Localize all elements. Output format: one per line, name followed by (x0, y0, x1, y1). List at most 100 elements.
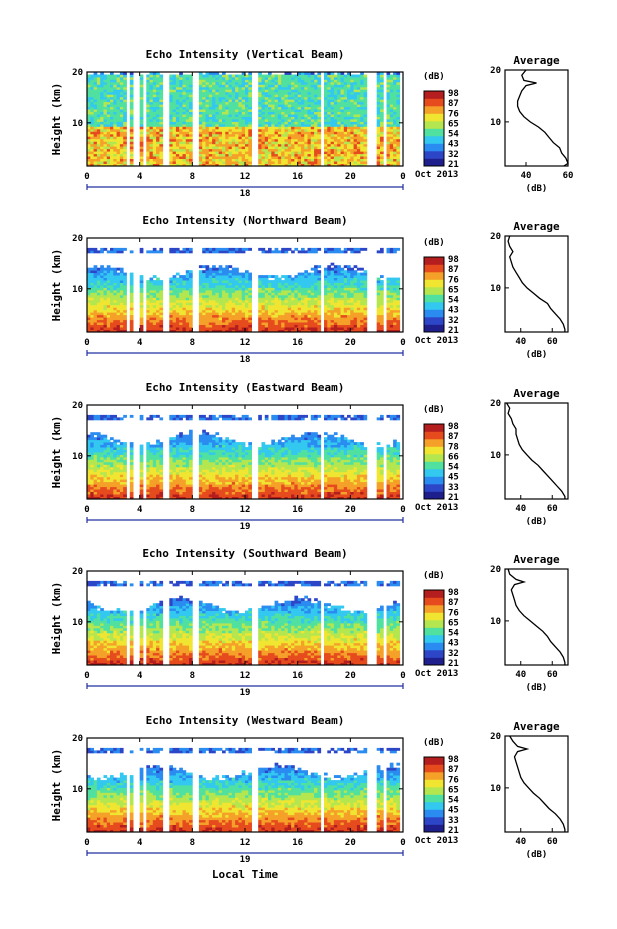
heatmap-cell (228, 272, 233, 276)
heatmap-cell (330, 104, 335, 108)
heatmap-cell (333, 141, 338, 145)
heatmap-cell (258, 299, 262, 303)
heatmap-cell (324, 81, 328, 85)
heatmap-cell (307, 312, 312, 316)
heatmap-cell (106, 302, 111, 306)
heatmap-cell (360, 86, 364, 90)
heatmap-cell (353, 109, 358, 112)
heatmap-cell (87, 89, 91, 93)
heatmap-cell (376, 138, 381, 142)
heatmap-cell (330, 91, 335, 95)
heatmap-cell (235, 267, 239, 271)
heatmap-cell (393, 138, 397, 142)
heatmap-cell (343, 309, 348, 313)
heatmap-cell (156, 138, 160, 142)
heatmap-cell (156, 96, 160, 100)
heatmap-cell (179, 101, 183, 105)
heatmap-cell (222, 319, 226, 323)
heatmap-cell (277, 153, 282, 157)
heatmap-cell (360, 106, 364, 110)
heatmap-cell (301, 292, 305, 296)
heatmap-cell (376, 156, 381, 159)
heatmap-cell (156, 133, 160, 137)
heatmap-cell (241, 146, 246, 150)
heatmap-cell (159, 131, 164, 135)
heatmap-cell (314, 302, 318, 306)
heatmap-cell (205, 141, 210, 145)
heatmap-cell (258, 81, 262, 85)
heatmap-cell (317, 270, 322, 274)
heatmap-cell (156, 86, 160, 90)
heatmap-cell (175, 280, 180, 283)
heatmap-cell (215, 91, 220, 95)
heatmap-cell (228, 275, 233, 278)
heatmap-cell (238, 309, 243, 313)
heatmap-cell (212, 158, 216, 162)
heatmap-cell (245, 247, 249, 251)
heatmap-cell (363, 151, 368, 155)
heatmap-cell (241, 116, 246, 120)
heatmap-cell (297, 307, 302, 311)
heatmap-cell (353, 292, 358, 296)
heatmap-cell (389, 84, 394, 88)
heatmap-cell (106, 91, 111, 95)
heatmap-cell (389, 94, 394, 98)
heatmap-cell (245, 277, 249, 281)
heatmap-cell (248, 272, 252, 276)
heatmap-cell (264, 302, 269, 306)
heatmap-cell (333, 294, 338, 298)
heatmap-cell (324, 302, 328, 306)
heatmap-cell (179, 138, 183, 142)
heatmap-cell (189, 131, 193, 135)
heatmap-cell (356, 280, 361, 283)
heatmap-cell (238, 327, 243, 330)
heatmap-cell (350, 81, 354, 85)
heatmap-cell (149, 299, 154, 303)
heatmap-cell (189, 106, 193, 110)
heatmap-cell (152, 119, 157, 122)
heatmap-cell (304, 307, 308, 311)
heatmap-cell (205, 309, 210, 313)
heatmap-cell (182, 319, 187, 323)
heatmap-cell (172, 327, 177, 330)
heatmap-cell (103, 104, 108, 108)
heatmap-cell (386, 99, 391, 103)
heatmap-cell (268, 96, 272, 100)
heatmap-cell (261, 250, 266, 254)
heatmap-cell (258, 163, 262, 167)
heatmap-cell (123, 116, 127, 120)
heatmap-cell (228, 136, 233, 140)
heatmap-cell (347, 297, 351, 301)
heatmap-cell (129, 297, 134, 301)
heatmap-cell (103, 277, 108, 281)
heatmap-cell (116, 317, 121, 321)
heatmap-cell (393, 114, 397, 117)
heatmap-cell (330, 143, 335, 147)
heatmap-cell (277, 314, 282, 318)
avg-y-tick-label: 20 (490, 66, 501, 76)
heatmap-cell (110, 289, 114, 293)
heatmap-cell (343, 327, 348, 330)
heatmap-cell (113, 158, 117, 162)
heatmap-cell (189, 297, 193, 301)
heatmap-cell (291, 285, 295, 288)
heatmap-cell (304, 86, 308, 90)
heatmap-cell (264, 163, 269, 167)
heatmap-cell (396, 106, 401, 110)
heatmap-cell (202, 309, 206, 313)
heatmap-cell (343, 270, 348, 274)
heatmap-cell (327, 317, 331, 321)
heatmap-cell (264, 99, 269, 103)
heatmap-cell (258, 133, 262, 137)
heatmap-cell (261, 131, 266, 135)
heatmap-cell (333, 297, 338, 301)
heatmap-cell (198, 280, 203, 283)
heatmap-cell (106, 119, 111, 122)
heatmap-cell (113, 277, 117, 281)
heatmap-cell (146, 292, 150, 296)
heatmap-cell (189, 324, 193, 328)
heatmap-cell (238, 86, 243, 90)
heatmap-cell (380, 119, 384, 122)
heatmap-cell (152, 327, 157, 330)
heatmap-cell (100, 72, 104, 75)
